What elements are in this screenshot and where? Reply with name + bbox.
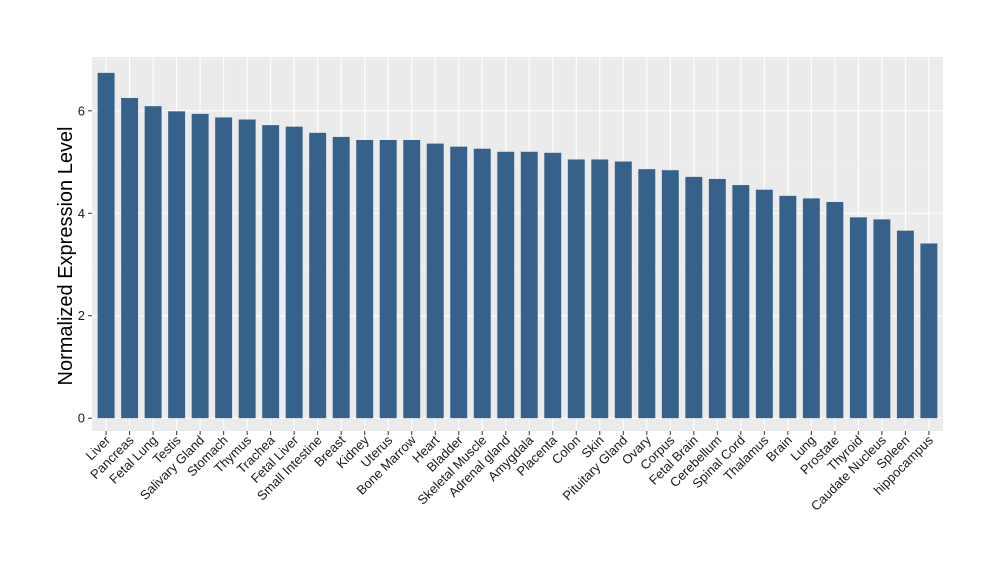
bar bbox=[285, 126, 303, 419]
bar bbox=[121, 97, 139, 419]
bar bbox=[520, 151, 538, 419]
bar bbox=[309, 132, 327, 419]
bar bbox=[614, 161, 632, 419]
bar bbox=[732, 185, 750, 419]
bars bbox=[97, 72, 938, 419]
bar bbox=[849, 217, 867, 419]
y-axis: 0 2 4 6 bbox=[78, 103, 92, 426]
bar bbox=[356, 139, 374, 419]
bar bbox=[497, 151, 515, 419]
bar bbox=[262, 125, 280, 419]
bar bbox=[426, 143, 444, 419]
bar bbox=[661, 170, 679, 419]
bar bbox=[567, 159, 585, 419]
bar bbox=[238, 119, 256, 419]
plot-panel bbox=[92, 57, 943, 431]
bar bbox=[473, 148, 491, 419]
bar bbox=[97, 72, 115, 419]
y-tick-label: 4 bbox=[78, 206, 85, 221]
bar bbox=[755, 189, 773, 419]
y-axis-title: Normalized Expression Level bbox=[55, 126, 77, 385]
bar bbox=[544, 152, 562, 419]
bar bbox=[591, 159, 609, 419]
bar bbox=[332, 136, 350, 419]
bar bbox=[708, 178, 726, 419]
bar bbox=[379, 139, 397, 419]
bar bbox=[168, 111, 186, 419]
bar bbox=[403, 139, 421, 419]
bar bbox=[144, 106, 162, 419]
bar bbox=[826, 201, 844, 419]
bar bbox=[638, 169, 656, 419]
bar bbox=[779, 195, 797, 419]
y-tick-label: 2 bbox=[78, 308, 85, 323]
bar bbox=[920, 243, 938, 419]
y-tick-label: 6 bbox=[78, 103, 85, 118]
bar bbox=[191, 113, 209, 419]
bar bbox=[873, 219, 891, 419]
bar bbox=[896, 230, 914, 419]
bar bbox=[685, 176, 703, 419]
y-tick-label: 0 bbox=[78, 411, 85, 426]
bar bbox=[802, 198, 820, 419]
bar bbox=[215, 117, 233, 419]
bar bbox=[450, 146, 468, 419]
x-tick-label: Brain bbox=[763, 433, 795, 465]
